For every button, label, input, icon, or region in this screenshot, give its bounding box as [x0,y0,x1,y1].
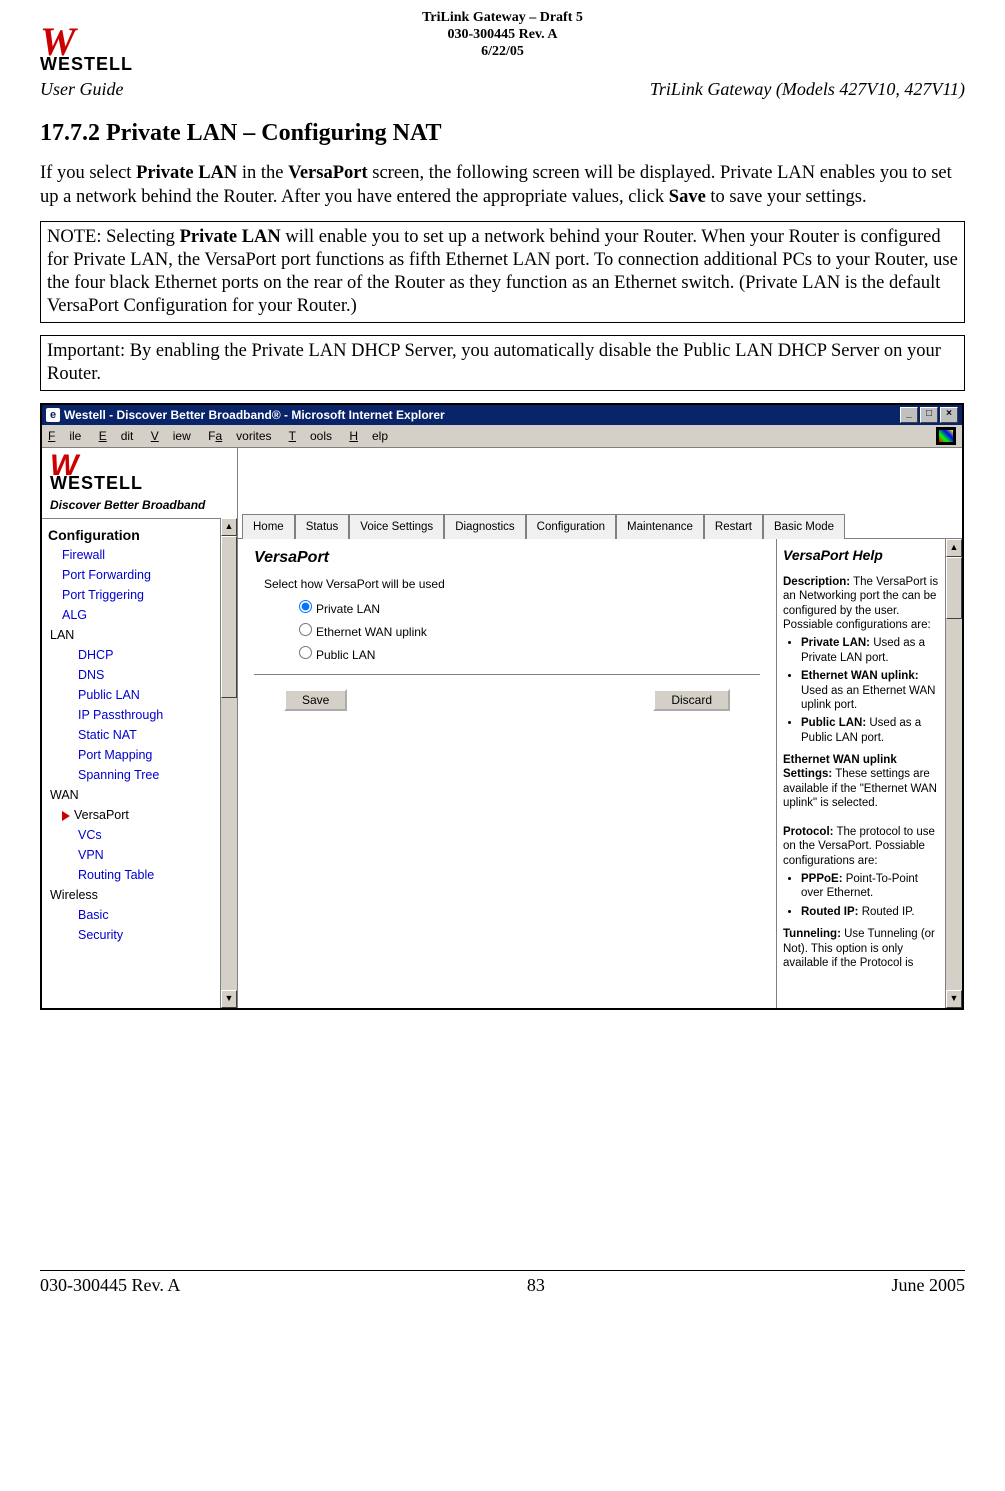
scroll-down-icon[interactable]: ▼ [221,990,237,1008]
nav-versaport[interactable]: VersaPort [48,805,220,825]
tab-maintenance[interactable]: Maintenance [616,514,704,539]
note-box: NOTE: Selecting Private LAN will enable … [40,221,965,324]
nav-wireless-basic[interactable]: Basic [48,905,220,925]
footer-left: 030-300445 Rev. A [40,1275,180,1296]
radio-public-lan-input[interactable] [299,646,312,659]
nav-wireless-label: Wireless [48,885,220,905]
model-subtitle: TriLink Gateway (Models 427V10, 427V11) [650,79,965,100]
radio-private-lan-input[interactable] [299,600,312,613]
intro-paragraph: If you select Private LAN in the VersaPo… [40,162,965,208]
ie-e-icon: e [46,408,60,422]
brand-tagline: Discover Better Broadband [50,498,229,512]
help-cfg-private: Private LAN: Used as a Private LAN port. [801,636,939,665]
section-title: 17.7.2 Private LAN – Configuring NAT [40,120,965,147]
nav-dhcp[interactable]: DHCP [48,645,220,665]
help-panel: VersaPort Help Description: The VersaPor… [777,539,945,1008]
nav-wireless-security[interactable]: Security [48,925,220,945]
nav-heading: Configuration [48,525,220,545]
westell-logo: W WESTELL [40,30,160,75]
user-guide-label: User Guide [40,79,124,100]
scroll-thumb[interactable] [221,536,237,698]
nav-static-nat[interactable]: Static NAT [48,725,220,745]
tab-home[interactable]: Home [242,514,295,539]
footer-center: 83 [527,1275,545,1296]
discard-button[interactable]: Discard [653,689,730,711]
scroll-up-icon[interactable]: ▲ [221,518,237,536]
tab-basic-mode[interactable]: Basic Mode [763,514,845,539]
help-cfg-ewan: Ethernet WAN uplink: Used as an Ethernet… [801,669,939,712]
nav-ip-passthrough[interactable]: IP Passthrough [48,705,220,725]
nav-public-lan[interactable]: Public LAN [48,685,220,705]
nav-panel: Configuration Firewall Port Forwarding P… [42,518,220,1008]
help-scrollbar[interactable]: ▲ ▼ [945,539,962,1008]
help-title: VersaPort Help [783,547,939,565]
tab-configuration[interactable]: Configuration [526,514,616,539]
radio-ethernet-wan[interactable]: Ethernet WAN uplink [254,618,760,641]
help-proto-pppoe: PPPoE: Point-To-Point over Ethernet. [801,872,939,901]
ie-titlebar: e Westell - Discover Better Broadband® -… [42,405,962,425]
nav-scrollbar[interactable]: ▲ ▼ [220,518,237,1008]
nav-vcs[interactable]: VCs [48,825,220,845]
ie-flag-icon [936,427,956,445]
tab-restart[interactable]: Restart [704,514,763,539]
brand-box: W WESTELL Discover Better Broadband [42,448,237,518]
nav-wan-label: WAN [48,785,220,805]
menu-help[interactable]: Help [349,429,388,443]
nav-lan-label: LAN [48,625,220,645]
menu-view[interactable]: View [151,429,191,443]
tab-row: Home Status Voice Settings Diagnostics C… [238,448,962,539]
menu-file[interactable]: File [48,429,81,443]
help-scroll-up-icon[interactable]: ▲ [946,539,962,557]
nav-vpn[interactable]: VPN [48,845,220,865]
versaport-panel: VersaPort Select how VersaPort will be u… [238,539,776,1008]
maximize-button[interactable]: □ [920,407,938,423]
versaport-title: VersaPort [254,549,760,567]
nav-alg[interactable]: ALG [48,605,220,625]
ie-title-text: Westell - Discover Better Broadband® - M… [64,408,445,422]
minimize-button[interactable]: _ [900,407,918,423]
nav-routing-table[interactable]: Routing Table [48,865,220,885]
radio-public-lan[interactable]: Public LAN [254,641,760,664]
tab-voice-settings[interactable]: Voice Settings [349,514,444,539]
help-cfg-public: Public LAN: Used as a Public LAN port. [801,716,939,745]
important-box: Important: By enabling the Private LAN D… [40,335,965,391]
help-proto-routed: Routed IP: Routed IP. [801,905,939,919]
ie-window: e Westell - Discover Better Broadband® -… [40,403,964,1010]
brand-name: WESTELL [50,473,229,494]
radio-ethernet-wan-input[interactable] [299,623,312,636]
tab-status[interactable]: Status [295,514,350,539]
menu-favorites[interactable]: Favorites [208,429,271,443]
close-button[interactable]: × [940,407,958,423]
menu-edit[interactable]: Edit [99,429,134,443]
nav-spanning-tree[interactable]: Spanning Tree [48,765,220,785]
page-footer: 030-300445 Rev. A 83 June 2005 [40,1270,965,1296]
nav-port-mapping[interactable]: Port Mapping [48,745,220,765]
footer-right: June 2005 [891,1275,965,1296]
nav-port-forwarding[interactable]: Port Forwarding [48,565,220,585]
nav-port-triggering[interactable]: Port Triggering [48,585,220,605]
help-scroll-thumb[interactable] [946,557,962,619]
ie-menubar: File Edit View Favorites Tools Help [42,425,962,448]
versaport-subtitle: Select how VersaPort will be used [264,577,760,591]
help-scroll-down-icon[interactable]: ▼ [946,990,962,1008]
radio-private-lan[interactable]: Private LAN [254,595,760,618]
save-button[interactable]: Save [284,689,347,711]
tab-diagnostics[interactable]: Diagnostics [444,514,525,539]
nav-dns[interactable]: DNS [48,665,220,685]
nav-firewall[interactable]: Firewall [48,545,220,565]
menu-tools[interactable]: Tools [289,429,332,443]
doc-header-line1: TriLink Gateway – Draft 5 [40,10,965,27]
logo-brand-text: WESTELL [40,54,160,75]
